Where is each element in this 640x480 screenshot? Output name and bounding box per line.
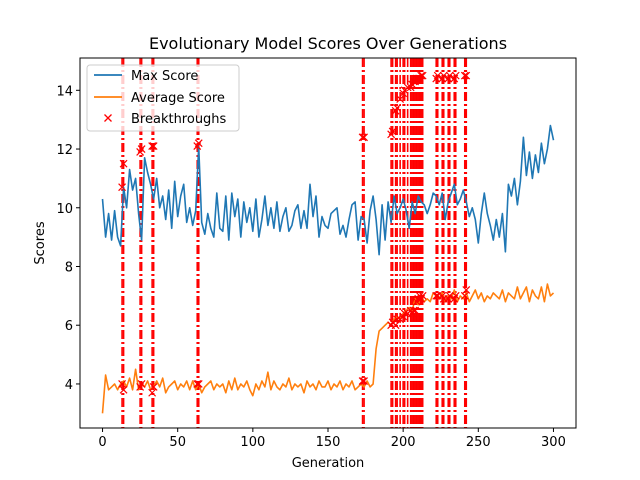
y-tick-label: 10: [56, 202, 73, 217]
breakthrough-marker-max: [149, 142, 158, 151]
x-tick-label: 100: [240, 435, 265, 450]
breakthrough-marker-avg: [411, 306, 420, 315]
legend-max-label: Max Score: [131, 69, 198, 84]
plot-area: [101, 58, 555, 428]
x-tick-label: 250: [466, 435, 491, 450]
breakthrough-marker-max: [417, 71, 426, 80]
breakthrough-marker-max: [119, 159, 128, 168]
x-axis: 0 50 100 150 200 250 300: [98, 428, 566, 450]
x-tick-label: 200: [391, 435, 416, 450]
breakthrough-marker-avg: [391, 321, 400, 330]
breakthrough-marker-max: [451, 71, 460, 80]
average-score-line: [101, 283, 555, 414]
breakthrough-marker-avg: [460, 291, 469, 300]
legend-box: [86, 64, 240, 132]
breakthrough-marker-avg: [445, 291, 454, 300]
breakthrough-marker-max: [118, 183, 127, 192]
breakthrough-marker-avg: [118, 380, 127, 388]
breakthrough-marker-avg: [137, 380, 146, 388]
x-axis-title: Generation: [292, 456, 365, 471]
x-tick-label: 300: [541, 435, 566, 450]
legend-avg-label: Average Score: [131, 91, 225, 106]
breakthrough-marker-avg: [148, 388, 157, 397]
breakthrough-marker-avg: [432, 291, 441, 300]
y-tick-label: 6: [65, 319, 73, 334]
y-axis-title: Scores: [33, 221, 48, 264]
breakthrough-marker-avg: [360, 377, 368, 385]
breakthrough-marker-max: [445, 71, 454, 80]
breakthrough-marker-max: [393, 103, 402, 112]
legend-breakthrough-marker: [104, 114, 112, 122]
breakthrough-marker-avg: [400, 309, 409, 318]
legend-breakthrough-label: Breakthroughs: [131, 112, 227, 127]
breakthrough-marker-avg: [462, 286, 471, 294]
x-tick-label: 0: [98, 435, 106, 450]
breakthrough-marker-max: [148, 142, 157, 151]
y-tick-label: 4: [65, 378, 73, 393]
breakthrough-marker-avg: [194, 380, 203, 388]
breakthrough-marker-max: [360, 133, 368, 142]
y-tick-label: 14: [56, 84, 73, 99]
breakthrough-marker-max: [137, 145, 146, 153]
breakthrough-marker-max: [418, 71, 427, 80]
breakthrough-marker-avg: [119, 385, 128, 394]
breakthrough-marker-max: [388, 127, 397, 136]
breakthrough-marker-max: [358, 133, 367, 142]
breakthrough-marker-avg: [358, 377, 367, 385]
breakthrough-marker-avg: [149, 382, 158, 391]
max-score-line: [101, 124, 555, 256]
breakthrough-marker-max: [462, 71, 471, 80]
y-tick-label: 8: [65, 260, 73, 275]
x-tick-label: 50: [169, 435, 186, 450]
breakthrough-marker-avg: [193, 380, 202, 388]
breakthrough-marker-avg: [451, 291, 460, 300]
breakthrough-marker-max: [460, 71, 469, 80]
breakthrough-marker-max: [403, 83, 412, 92]
x-tick-label: 150: [316, 435, 341, 450]
breakthrough-marker-max: [439, 71, 448, 80]
breakthrough-marker-avg: [409, 306, 418, 315]
breakthrough-marker-max: [396, 95, 405, 104]
breakthrough-marker-max: [194, 139, 203, 148]
y-tick-label: 12: [56, 143, 73, 158]
breakthrough-marker-max: [412, 74, 421, 83]
y-axis: 4 6 8 10 12 14: [56, 84, 80, 393]
breakthrough-marker-max: [433, 71, 442, 80]
chart-title: Evolutionary Model Scores Over Generatio…: [149, 34, 507, 53]
breakthrough-marker-avg: [418, 291, 427, 300]
legend: Max Score Average Score Breakthroughs: [86, 64, 240, 132]
breakthrough-marker-avg: [393, 315, 402, 324]
